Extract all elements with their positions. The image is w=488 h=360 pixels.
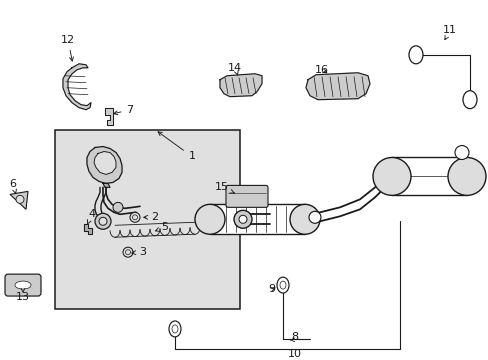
Polygon shape [103,183,110,188]
Circle shape [234,210,251,228]
Circle shape [289,204,319,234]
Text: 16: 16 [314,65,328,75]
Ellipse shape [462,91,476,109]
Text: 11: 11 [442,25,456,35]
Ellipse shape [172,325,178,333]
Circle shape [125,250,130,255]
Circle shape [372,157,410,195]
FancyBboxPatch shape [225,185,267,207]
Bar [391,157,466,195]
Circle shape [132,215,137,220]
Text: 1: 1 [158,132,195,162]
Polygon shape [87,147,122,183]
Circle shape [454,145,468,159]
Ellipse shape [276,277,288,293]
Text: 7: 7 [113,105,133,115]
Ellipse shape [15,281,31,289]
Circle shape [308,211,320,223]
Text: 12: 12 [61,35,75,61]
Polygon shape [105,108,113,125]
Polygon shape [84,224,92,234]
Text: 2: 2 [143,212,158,222]
Circle shape [113,202,123,212]
Text: 9: 9 [268,284,275,294]
Circle shape [123,247,133,257]
Polygon shape [220,74,262,97]
FancyBboxPatch shape [5,274,41,296]
Bar [55,130,240,309]
Text: 4: 4 [87,209,95,225]
Text: 14: 14 [227,63,242,76]
Circle shape [99,217,107,225]
Text: 3: 3 [131,247,146,257]
Text: 6: 6 [9,179,17,193]
Text: 8: 8 [291,332,298,342]
Circle shape [447,157,485,195]
Text: 13: 13 [16,292,30,302]
Circle shape [130,212,140,222]
Bar [209,204,305,234]
Ellipse shape [169,321,181,337]
Polygon shape [63,64,91,110]
Polygon shape [94,152,116,175]
Text: 10: 10 [287,349,302,359]
Text: 15: 15 [215,183,234,193]
Circle shape [239,215,246,223]
Circle shape [195,204,224,234]
Circle shape [16,195,24,203]
Polygon shape [305,73,369,100]
Ellipse shape [280,281,285,289]
Circle shape [95,213,111,229]
Ellipse shape [408,46,422,64]
Polygon shape [10,192,28,209]
Text: 5: 5 [155,222,168,232]
